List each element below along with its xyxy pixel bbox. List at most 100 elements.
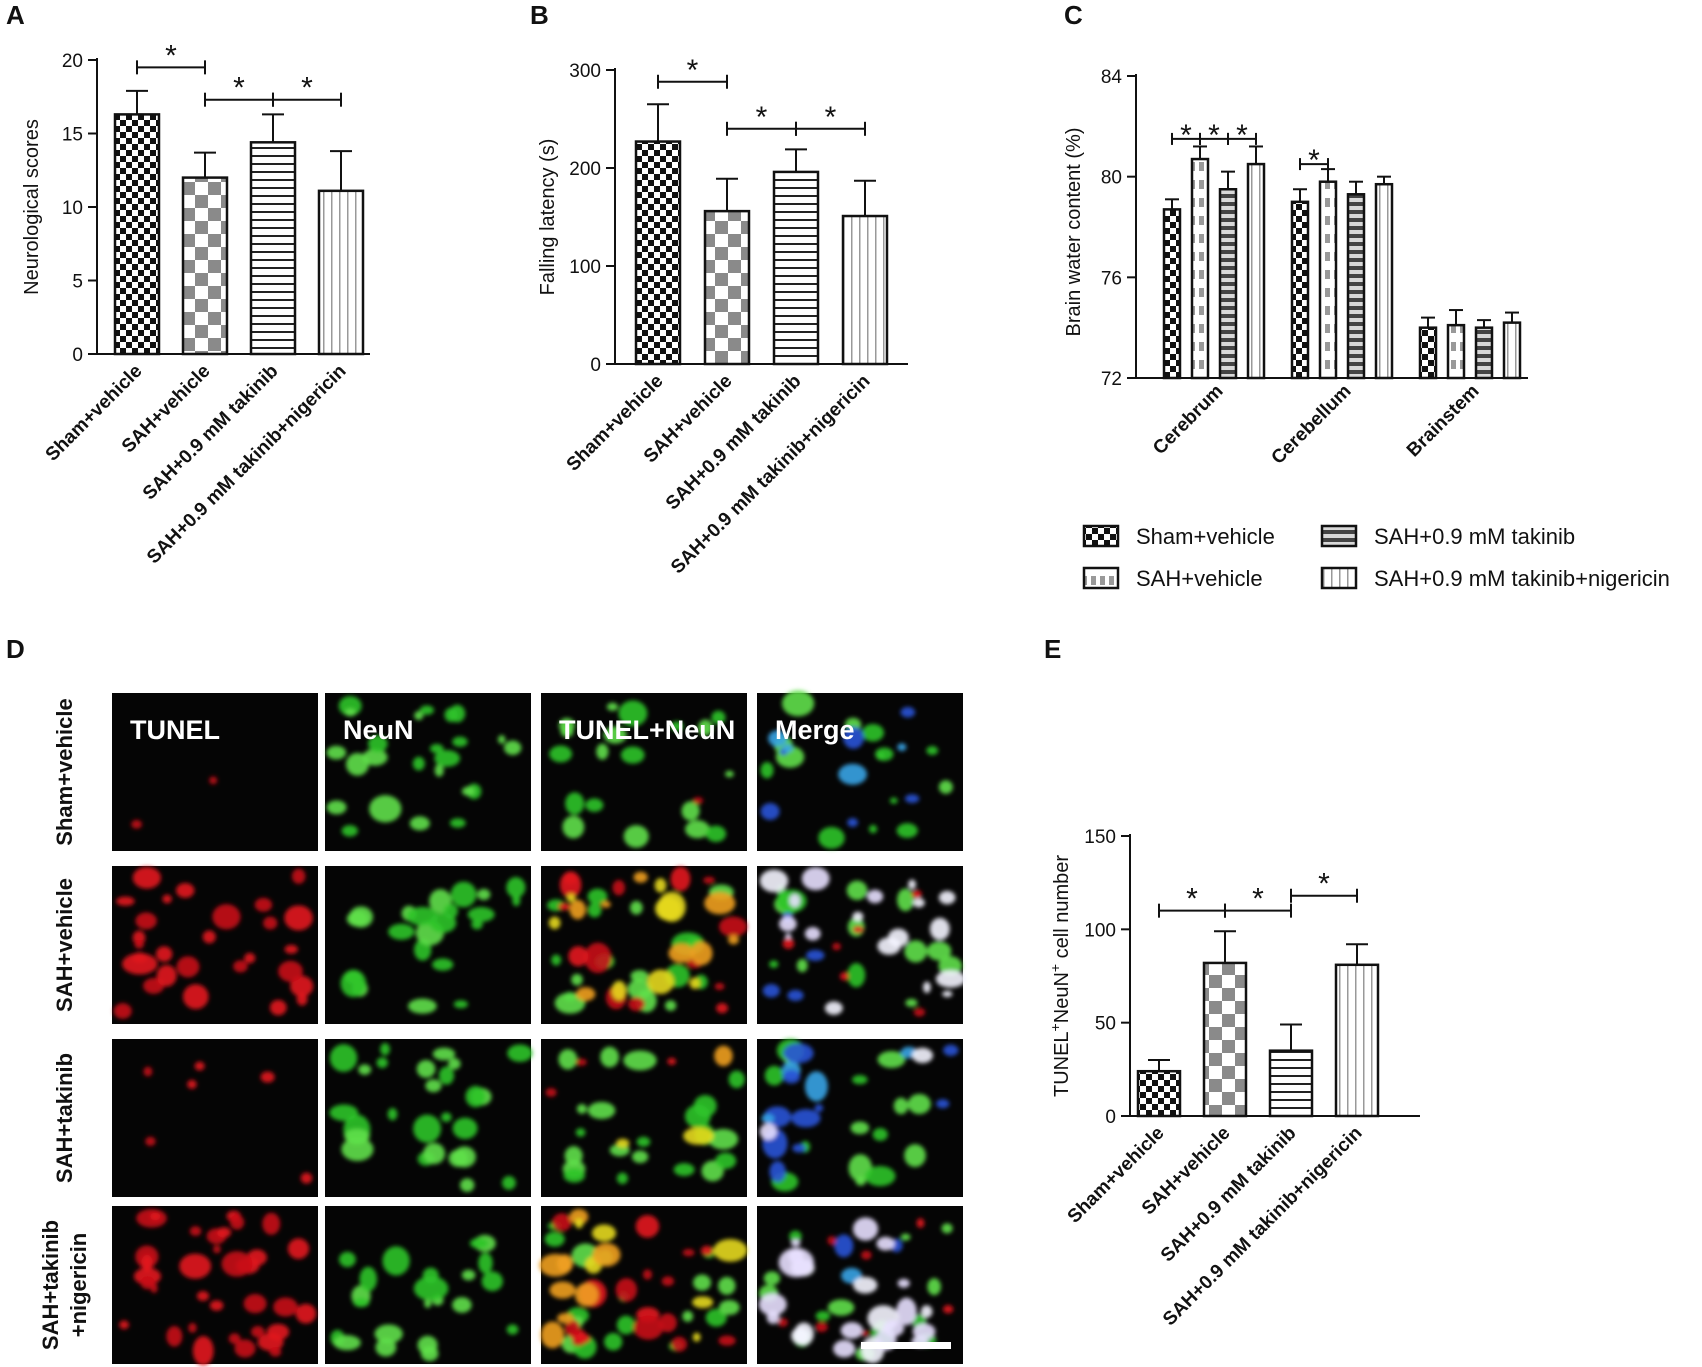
- cell-green: [711, 710, 726, 725]
- cell-green: [868, 824, 878, 834]
- cell-red: [714, 982, 725, 991]
- panel-letter-a: A: [6, 0, 25, 30]
- cell-green: [718, 1276, 736, 1295]
- cell-red: [839, 972, 849, 981]
- cell-green: [388, 923, 415, 940]
- column-label-neun: NeuN: [343, 715, 414, 745]
- significance-star: *: [1308, 144, 1320, 177]
- cell-green: [847, 963, 866, 988]
- cell-red: [667, 1057, 677, 1066]
- cell-red: [216, 1227, 232, 1238]
- cell-green: [562, 815, 585, 839]
- cell-green: [429, 743, 444, 754]
- row-label-sah-takinib: SAH+takinib: [52, 1053, 77, 1183]
- cell-red: [254, 897, 273, 912]
- cell-yellow: [689, 977, 701, 990]
- cell-blobs: [113, 866, 314, 1019]
- cell-green: [852, 1074, 868, 1085]
- cell-green: [413, 1276, 449, 1301]
- cell-blue: [782, 1069, 801, 1084]
- bar-sah-0-9-mm-takinib: [249, 141, 297, 356]
- micrograph-background: [112, 866, 318, 1024]
- cell-blobs: [330, 1234, 519, 1362]
- cell-red: [213, 1245, 221, 1254]
- cell-yellow: [728, 934, 739, 945]
- cell-blobs: [760, 690, 953, 849]
- bar-cerebrum-sham-vehicle: [1162, 208, 1182, 380]
- cell-red: [262, 1212, 281, 1235]
- cell-red: [295, 1303, 317, 1324]
- cell-white: [911, 1047, 934, 1064]
- x-tick-label: SAH+0.9 mM takinib: [139, 361, 283, 505]
- cell-yellow: [576, 987, 596, 1002]
- cell-blue: [897, 743, 907, 752]
- cell-red: [852, 926, 864, 934]
- panel-letter-b: B: [530, 0, 549, 30]
- bar-sah-vehicle: [703, 209, 751, 366]
- cell-green: [616, 1172, 628, 1185]
- cell-green: [467, 907, 495, 922]
- cell-blue: [904, 794, 920, 804]
- cell-blobs: [326, 695, 522, 837]
- cell-green: [575, 1128, 586, 1137]
- cell-green: [604, 1332, 623, 1351]
- cell-green: [440, 1112, 452, 1123]
- cell-green: [461, 1269, 476, 1281]
- y-tick-label: 0: [72, 345, 83, 366]
- cell-white: [833, 1340, 856, 1358]
- cell-green: [471, 919, 483, 930]
- y-tick-label: 80: [1101, 168, 1122, 189]
- legend-swatch-sah-vehicle: [1082, 566, 1120, 590]
- cell-white: [766, 1311, 780, 1324]
- cell-blue: [943, 1044, 959, 1056]
- cell-red: [300, 1172, 313, 1184]
- cell-green: [544, 1231, 565, 1247]
- cell-red: [913, 1007, 926, 1017]
- cell-green: [551, 954, 562, 966]
- y-tick-label: 15: [62, 125, 83, 146]
- cell-red: [716, 1002, 729, 1014]
- cell-green: [359, 1266, 377, 1292]
- cell-white: [908, 879, 917, 890]
- cell-white: [790, 1239, 801, 1247]
- cell-green: [585, 798, 604, 812]
- cell-red: [290, 975, 314, 997]
- cell-yellow: [540, 1321, 565, 1349]
- cell-yellow: [574, 1282, 599, 1307]
- micrograph-grid: TUNEL NeuN TUNEL+NeuN Merge Sham+vehicle SAH+…: [38, 690, 966, 1366]
- cell-green: [453, 1000, 468, 1009]
- cell-red: [692, 797, 704, 805]
- significance-star: *: [165, 39, 177, 72]
- y-tick-label: 0: [590, 355, 601, 376]
- cell-blue: [805, 949, 825, 961]
- cell-green: [502, 1176, 516, 1190]
- cell-yellow: [668, 943, 695, 963]
- cell-red: [682, 1248, 695, 1257]
- x-tick-label: SAH+0.9 mM takinib: [662, 371, 806, 515]
- cell-green: [725, 770, 734, 778]
- micrograph-tunel-neun-row-3: [541, 1039, 747, 1197]
- cell-blue: [834, 1234, 854, 1258]
- cell-red: [176, 956, 200, 978]
- cell-green: [693, 1095, 717, 1118]
- cell-red: [260, 1071, 275, 1083]
- cell-green: [459, 1178, 475, 1193]
- cell-green: [926, 746, 939, 756]
- cell-yellow: [647, 969, 675, 995]
- cell-green: [715, 1152, 737, 1170]
- cell-red: [284, 905, 313, 931]
- cell-green: [448, 1058, 461, 1070]
- cell-green: [465, 1085, 486, 1108]
- cell-yellow: [713, 1239, 748, 1262]
- micrograph-background: [112, 693, 318, 851]
- cell-yellow: [601, 900, 611, 908]
- cell-green: [432, 1047, 456, 1061]
- cell-yellow: [690, 941, 713, 966]
- cell-red: [278, 960, 303, 982]
- cell-green: [565, 792, 585, 815]
- cell-blobs: [759, 1038, 959, 1192]
- cell-green: [630, 900, 643, 915]
- cell-white: [852, 1217, 879, 1241]
- cell-yellow: [569, 1208, 589, 1225]
